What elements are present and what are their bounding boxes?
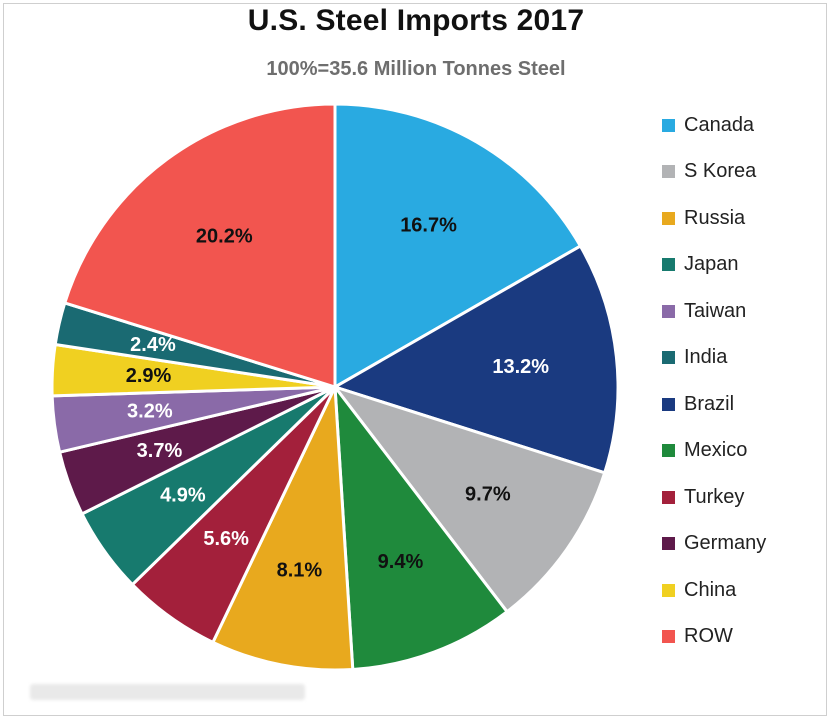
legend-label: India (684, 346, 728, 369)
legend-swatch (662, 397, 675, 411)
slice-label-turkey: 5.6% (203, 528, 249, 550)
legend-swatch (662, 630, 675, 644)
pie-slice-s-korea (333, 385, 607, 614)
legend-item-canada: Canada (662, 102, 822, 149)
legend-swatch (662, 351, 675, 365)
slice-label-s-korea: 9.7% (465, 483, 511, 505)
slice-label-taiwan: 3.2% (127, 401, 173, 423)
slice-label-row: 20.2% (196, 226, 253, 248)
slice-label-china: 2.9% (126, 365, 172, 387)
slice-label-india: 2.4% (130, 334, 176, 356)
legend-label: ROW (684, 625, 733, 648)
legend-label: Germany (684, 532, 767, 555)
legend-label: Taiwan (684, 299, 747, 322)
slice-label-brazil: 13.2% (492, 356, 549, 378)
legend-item-japan: Japan (662, 242, 822, 289)
slice-labels: 16.7% 13.2% 9.7% 9.4% 8.1% 5.6% 4.9% 3.7% 3.2% 2.… (126, 214, 550, 581)
legend-label: Japan (684, 253, 739, 276)
legend-swatch (662, 583, 675, 597)
slice-label-canada: 16.7% (400, 214, 457, 236)
legend-item-china: China (662, 567, 822, 614)
legend-item-brazil: Brazil (662, 381, 822, 428)
pie-slice-brazil (333, 244, 620, 475)
legend-swatch (662, 118, 675, 132)
legend-swatch (662, 304, 675, 318)
legend-swatch (662, 258, 675, 272)
legend-item-germany: Germany (662, 521, 822, 568)
legend-label: China (684, 578, 737, 601)
legend-swatch (662, 165, 675, 179)
legend-label: Russia (684, 206, 746, 229)
legend-label: S Korea (684, 160, 757, 183)
legend-label: Brazil (684, 392, 735, 415)
pie-slice-russia (211, 385, 355, 672)
legend-swatch (662, 444, 675, 458)
legend-swatch (662, 211, 675, 225)
slice-label-germany: 3.7% (137, 440, 183, 462)
slice-label-mexico: 9.4% (378, 551, 424, 573)
blurred-footer-text (30, 684, 305, 700)
legend-swatch (662, 490, 675, 504)
legend-label: Turkey (684, 485, 745, 508)
legend-item-s-korea: S Korea (662, 149, 822, 196)
legend-item-row: ROW (662, 614, 822, 661)
legend-item-india: India (662, 335, 822, 382)
chart-title: U.S. Steel Imports 2017 (247, 4, 585, 37)
legend-label: Canada (684, 113, 755, 136)
pie-slice-canada (333, 102, 582, 389)
legend-swatch (662, 537, 675, 551)
legend-item-taiwan: Taiwan (662, 288, 822, 335)
legend-item-turkey: Turkey (662, 474, 822, 521)
pie-slice-row (63, 102, 337, 389)
legend-item-mexico: Mexico (662, 428, 822, 475)
legend-item-russia: Russia (662, 195, 822, 242)
slice-label-russia: 8.1% (277, 559, 323, 581)
chart-subtitle: 100%=35.6 Million Tonnes Steel (266, 58, 566, 80)
pie-slice-mexico (333, 385, 509, 671)
legend-label: Mexico (684, 439, 748, 462)
slice-label-japan: 4.9% (160, 484, 206, 506)
chart-legend: Canada S Korea Russia Japan Taiwan India Brazi… (662, 102, 822, 660)
